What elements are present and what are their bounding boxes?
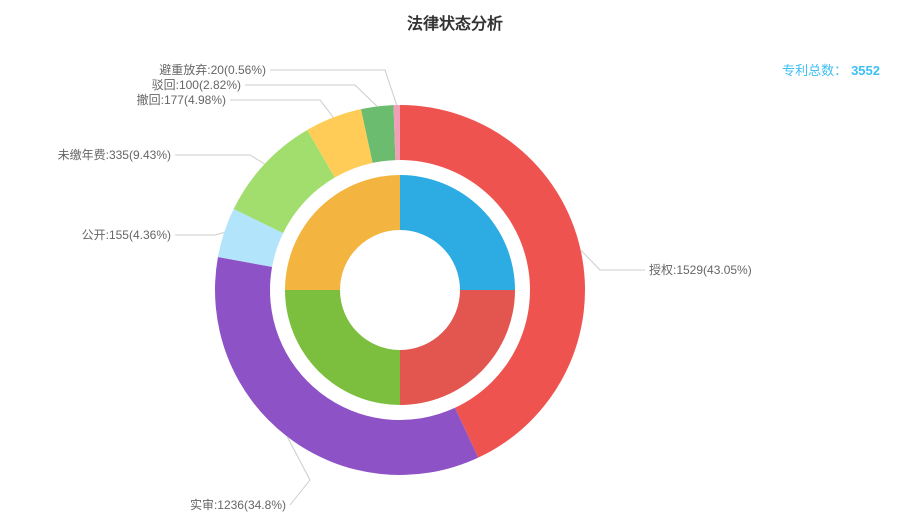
slice-label-避重放弃: 避重放弃:20(0.56%) xyxy=(159,62,266,77)
leader-line xyxy=(581,250,645,270)
slice-label-公开: 公开:155(4.36%) xyxy=(82,228,171,242)
leader-line xyxy=(175,155,265,164)
leader-line xyxy=(230,100,333,117)
slice-label-驳回: 驳回:100(2.82%) xyxy=(152,78,241,92)
leader-line xyxy=(175,233,224,235)
slice-label-撤回: 撤回:177(4.98%) xyxy=(137,92,226,107)
slice-label-授权: 授权:1529(43.05%) xyxy=(649,262,752,277)
nested-donut-chart: 授权:1529(43.05%) 实审:1236(34.8%) 公开:155(4.36… xyxy=(0,0,910,520)
slice-label-实审: 实审:1236(34.8%) xyxy=(190,497,286,512)
slice-label-未缴年费: 未缴年费:335(9.43%) xyxy=(58,147,171,162)
leader-line xyxy=(245,85,377,106)
